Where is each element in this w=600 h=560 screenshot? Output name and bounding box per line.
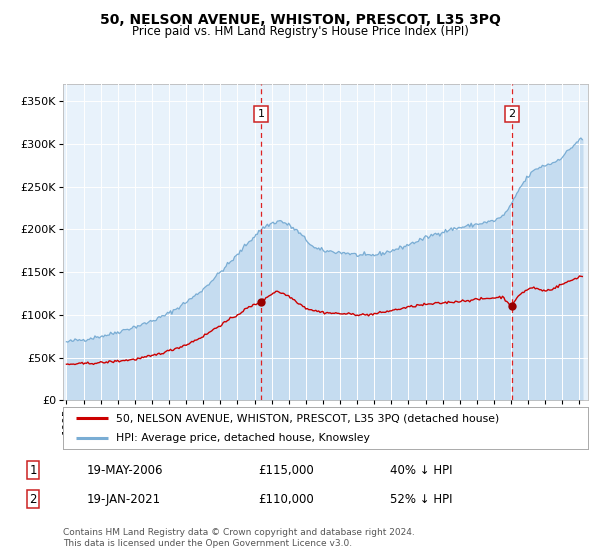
Text: This data is licensed under the Open Government Licence v3.0.: This data is licensed under the Open Gov… (63, 539, 352, 548)
Text: £110,000: £110,000 (258, 493, 314, 506)
Text: 50, NELSON AVENUE, WHISTON, PRESCOT, L35 3PQ (detached house): 50, NELSON AVENUE, WHISTON, PRESCOT, L35… (115, 413, 499, 423)
Text: Contains HM Land Registry data © Crown copyright and database right 2024.: Contains HM Land Registry data © Crown c… (63, 528, 415, 536)
Text: 2: 2 (508, 109, 515, 119)
Text: 52% ↓ HPI: 52% ↓ HPI (390, 493, 452, 506)
Text: Price paid vs. HM Land Registry's House Price Index (HPI): Price paid vs. HM Land Registry's House … (131, 25, 469, 38)
Text: 2: 2 (29, 493, 37, 506)
Text: 1: 1 (257, 109, 265, 119)
Text: HPI: Average price, detached house, Knowsley: HPI: Average price, detached house, Know… (115, 433, 370, 443)
Text: £115,000: £115,000 (258, 464, 314, 477)
Text: 40% ↓ HPI: 40% ↓ HPI (390, 464, 452, 477)
Text: 19-JAN-2021: 19-JAN-2021 (87, 493, 161, 506)
Text: 19-MAY-2006: 19-MAY-2006 (87, 464, 163, 477)
Text: 50, NELSON AVENUE, WHISTON, PRESCOT, L35 3PQ: 50, NELSON AVENUE, WHISTON, PRESCOT, L35… (100, 13, 500, 27)
Text: 1: 1 (29, 464, 37, 477)
